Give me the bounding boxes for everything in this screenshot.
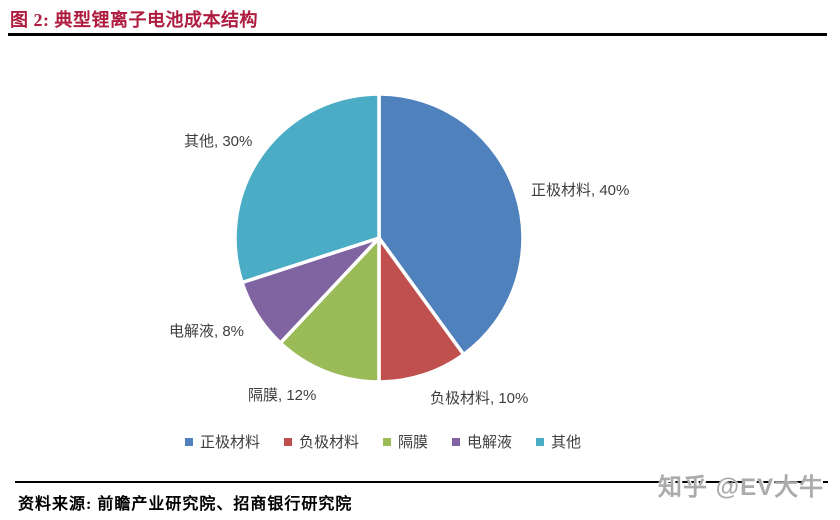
pie-slice-0 [377,92,525,357]
legend-label: 负极材料 [298,434,359,451]
slice-label-cathode: 正极材料, 40% [531,182,630,199]
legend-label: 其他 [551,434,582,451]
footer-divider [15,481,828,483]
pie-chart [233,92,525,384]
legend-item-1: 负极材料 [283,431,359,452]
watermark-text: 知乎 @EV大牛 [658,474,825,501]
slice-label-other: 其他, 30% [184,133,253,150]
figure-title: 图 2: 典型锂离子电池成本结构 [10,10,258,30]
legend-swatch-icon [536,437,545,446]
legend-item-0: 正极材料 [184,431,260,452]
slice-label-electrolyte: 电解液, 8% [169,323,245,340]
title-divider [8,33,827,36]
pie-slice-4 [233,92,381,285]
legend-label: 正极材料 [199,434,260,451]
pie-slice-2 [278,236,381,384]
legend-label: 电解液 [467,434,513,451]
legend-swatch-icon [283,437,292,446]
legend-label: 隔膜 [397,434,428,451]
legend-swatch-icon [184,437,193,446]
slice-label-separator: 隔膜, 12% [248,387,317,404]
chart-legend: 正极材料 负极材料 隔膜 电解液 其他 [0,431,766,452]
legend-item-3: 电解液 [452,431,512,452]
legend-item-2: 隔膜 [382,431,428,452]
legend-item-4: 其他 [536,431,581,452]
source-text: 资料来源: 前瞻产业研究院、招商银行研究院 [18,496,353,513]
slice-label-anode: 负极材料, 10% [430,390,529,407]
pie-slice-1 [377,236,466,384]
legend-swatch-icon [382,437,391,446]
legend-swatch-icon [452,437,460,446]
